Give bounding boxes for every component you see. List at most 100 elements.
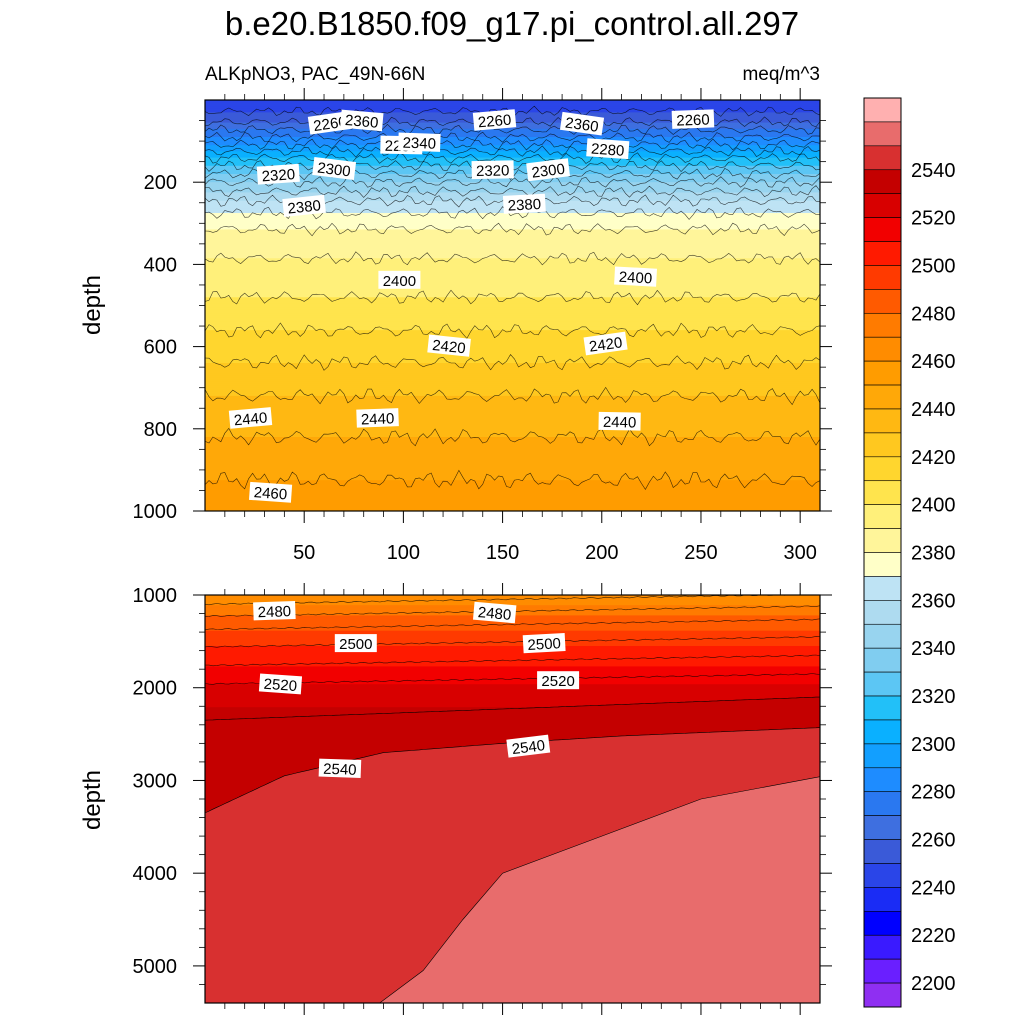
- upper-fill-band: [205, 504, 820, 508]
- x-tick-label: 50: [293, 542, 315, 564]
- upper-contour-label: 2300: [312, 157, 357, 181]
- upper-fill-band: [205, 247, 820, 251]
- upper-fill-band: [205, 136, 820, 140]
- colorbar-box: [863, 600, 902, 625]
- upper-fill-band: [205, 484, 820, 487]
- colorbar-box: [863, 360, 902, 386]
- lower-contour-label: 2520: [258, 673, 303, 695]
- colorbar-box: [863, 336, 902, 362]
- label-text: 2480: [257, 603, 291, 621]
- lower-fill-band: [205, 600, 820, 604]
- upper-fill-band: [205, 377, 820, 381]
- upper-fill-band: [205, 424, 820, 428]
- upper-fill-band: [205, 293, 820, 296]
- upper-fill-band: [205, 332, 820, 335]
- label-text: 2400: [618, 269, 652, 288]
- label-text: 2540: [323, 761, 357, 779]
- label-text: 2300: [316, 160, 351, 181]
- label-text: 2360: [344, 112, 379, 132]
- label-box: [671, 109, 715, 129]
- label-box: [586, 138, 630, 160]
- upper-ylabel: depth: [79, 275, 106, 335]
- colorbar-label: 2500: [911, 255, 956, 277]
- colorbar-label: 2240: [911, 877, 956, 899]
- upper-fill-band: [205, 400, 820, 403]
- upper-fill-band: [205, 358, 820, 362]
- upper-fill-band: [205, 443, 820, 446]
- lower-axis-ticks: 1000 2000 3000 4000 5000: [133, 583, 832, 1015]
- lower-fill-band: [205, 684, 820, 688]
- colorbar-box: [863, 911, 902, 936]
- colorbar-label: 2300: [911, 734, 956, 756]
- lower-contour-line: [205, 618, 820, 631]
- label-text: 2440: [361, 410, 395, 428]
- upper-fill-band: [205, 381, 820, 385]
- lower-contour-line: [205, 636, 820, 648]
- upper-fill-band: [205, 430, 820, 434]
- lower-y-tick-label: 1000: [133, 585, 178, 607]
- x-tick-label: 250: [684, 542, 717, 564]
- upper-fill-band: [205, 408, 820, 411]
- upper-contour-label: 2400: [614, 266, 657, 288]
- upper-fill-band: [205, 303, 820, 307]
- upper-fill-band: [205, 241, 820, 245]
- colorbar-box: [863, 289, 902, 314]
- lower-y-tick-label: 5000: [133, 956, 178, 978]
- lower-fill-band: [205, 602, 820, 606]
- upper-fill-band: [205, 278, 820, 282]
- label-text: 2480: [477, 604, 512, 624]
- upper-fill-band: [205, 389, 820, 393]
- colorbar-box: [863, 743, 902, 769]
- colorbar-box: [863, 576, 902, 601]
- upper-contour-label: 2320: [471, 160, 514, 180]
- upper-fill-band: [205, 250, 820, 253]
- label-box: [248, 481, 293, 503]
- upper-fill-band: [205, 106, 820, 109]
- upper-fill-band: [205, 385, 820, 389]
- label-box: [334, 634, 377, 653]
- label-box: [502, 193, 546, 214]
- upper-panel: 2260226022602280228023002300232023202340…: [79, 88, 832, 564]
- upper-fill-band: [205, 342, 820, 346]
- upper-axis-ticks: 50 100 150 200 250 300 200 400 600 800 1000: [133, 88, 832, 564]
- upper-fill-band: [205, 219, 820, 222]
- upper-fill-band: [205, 221, 820, 224]
- label-text: 2500: [339, 636, 372, 653]
- lower-fill-band: [205, 697, 820, 701]
- colorbar-box: [863, 767, 902, 793]
- label-text: 2540: [511, 737, 546, 758]
- label-box: [614, 266, 657, 287]
- label-text: 2260: [477, 112, 512, 132]
- upper-fill-band: [205, 311, 820, 315]
- lower-contour-label: 2500: [522, 633, 566, 654]
- label-text: 2260: [676, 112, 710, 130]
- label-box: [228, 407, 273, 429]
- lower-fill-band: [205, 671, 820, 675]
- upper-contour-label: 2300: [526, 158, 571, 182]
- lower-fill-band: [205, 704, 820, 708]
- upper-fill-band: [205, 182, 820, 185]
- colorbar-label: 2260: [911, 830, 956, 852]
- upper-fill-band: [205, 447, 820, 450]
- upper-fill-band: [205, 245, 820, 249]
- upper-contour-label: 2400: [378, 270, 421, 290]
- upper-fill-band: [205, 412, 820, 416]
- colorbar-box: [863, 719, 902, 745]
- colorbar-box: [863, 265, 902, 290]
- lower-fill-band: [205, 658, 820, 662]
- upper-fill-band: [205, 451, 820, 455]
- upper-fill-band: [205, 432, 820, 436]
- upper-fill-band: [205, 217, 820, 220]
- upper-fill-band: [205, 215, 820, 218]
- upper-fill-band: [205, 287, 820, 290]
- x-tick-label: 200: [585, 542, 618, 564]
- colorbar-label: 2280: [911, 782, 956, 804]
- colorbar-label: 2520: [911, 208, 956, 230]
- label-box: [378, 270, 421, 289]
- colorbar-box: [863, 97, 902, 123]
- upper-contour-line: [205, 251, 820, 266]
- upper-fill-band: [205, 321, 820, 325]
- label-text: 2260: [312, 114, 347, 135]
- upper-fill-band: [205, 143, 820, 146]
- colorbar-box: [863, 623, 902, 649]
